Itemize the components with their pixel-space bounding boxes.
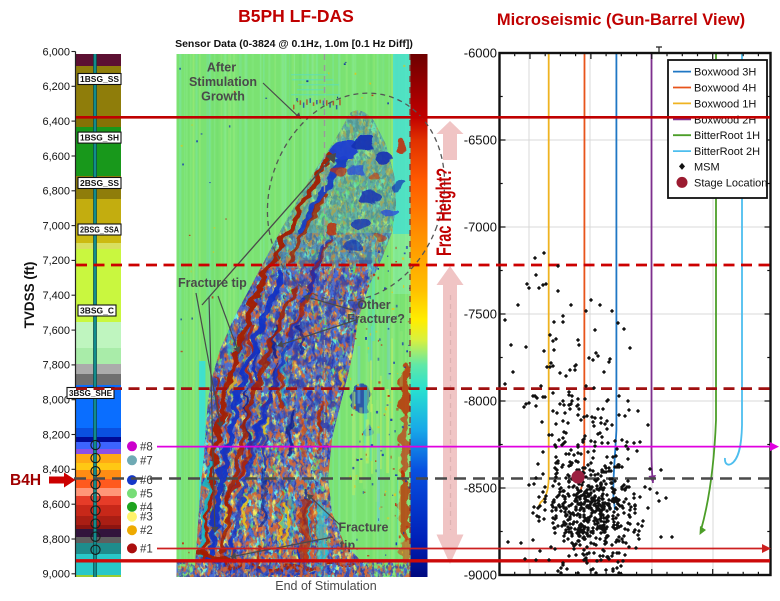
svg-text:7,200: 7,200 — [42, 255, 70, 267]
svg-text:1BSG_SH: 1BSG_SH — [80, 134, 119, 143]
svg-text:#6: #6 — [140, 475, 153, 487]
svg-text:Sensor Data (0-3824 @ 0.1Hz, 1: Sensor Data (0-3824 @ 0.1Hz, 1.0m [0.1 H… — [175, 38, 413, 50]
svg-text:Other: Other — [357, 298, 390, 312]
svg-text:-8500: -8500 — [464, 481, 497, 496]
svg-text:Fracture tip: Fracture tip — [178, 276, 247, 290]
svg-text:Stimulation: Stimulation — [189, 75, 257, 89]
svg-text:Boxwood 3H: Boxwood 3H — [694, 67, 756, 79]
svg-text:B4H: B4H — [10, 472, 41, 489]
svg-text:1BSG_SS: 1BSG_SS — [80, 75, 120, 84]
svg-text:B5PH LF-DAS: B5PH LF-DAS — [238, 6, 354, 26]
svg-text:8,800: 8,800 — [42, 534, 70, 546]
svg-text:-8000: -8000 — [464, 394, 497, 409]
svg-text:Boxwood 4H: Boxwood 4H — [694, 83, 756, 95]
svg-text:Fracture: Fracture — [338, 521, 388, 535]
svg-text:#5: #5 — [140, 488, 153, 500]
svg-text:8,000: 8,000 — [42, 395, 70, 407]
svg-text:#7: #7 — [140, 455, 153, 467]
svg-text:Microseismic (Gun-Barrel View): Microseismic (Gun-Barrel View) — [497, 11, 745, 29]
svg-text:tip: tip — [340, 539, 356, 553]
svg-text:#2: #2 — [140, 525, 153, 537]
svg-text:6,200: 6,200 — [42, 81, 70, 93]
svg-text:-6500: -6500 — [464, 133, 497, 148]
svg-text:-6000: -6000 — [464, 46, 497, 61]
svg-text:8,400: 8,400 — [42, 464, 70, 476]
svg-text:#8: #8 — [140, 441, 153, 453]
svg-text:8,600: 8,600 — [42, 499, 70, 511]
svg-text:Frac Height?: Frac Height? — [433, 168, 456, 256]
svg-text:BitterRoot 2H: BitterRoot 2H — [694, 146, 760, 158]
svg-text:7,000: 7,000 — [42, 220, 70, 232]
svg-text:2BSG_SSA: 2BSG_SSA — [80, 226, 119, 235]
svg-text:-7500: -7500 — [464, 307, 497, 322]
svg-text:2BSG_SS: 2BSG_SS — [80, 179, 120, 188]
svg-text:7,800: 7,800 — [42, 360, 70, 372]
svg-text:TVDSS (ft): TVDSS (ft) — [22, 262, 37, 329]
svg-text:After: After — [207, 61, 236, 75]
svg-text:3BSG_C: 3BSG_C — [80, 307, 114, 316]
svg-text:#3: #3 — [140, 512, 153, 524]
svg-text:Boxwood 1H: Boxwood 1H — [694, 98, 756, 110]
svg-text:7,400: 7,400 — [42, 290, 70, 302]
svg-text:#1: #1 — [140, 543, 153, 555]
svg-text:8,200: 8,200 — [42, 429, 70, 441]
svg-text:MSM: MSM — [694, 161, 720, 173]
svg-text:Growth: Growth — [201, 90, 245, 104]
svg-text:-9000: -9000 — [464, 568, 497, 583]
svg-text:9,000: 9,000 — [42, 569, 70, 581]
svg-text:7,600: 7,600 — [42, 325, 70, 337]
svg-text:6,800: 6,800 — [42, 186, 70, 198]
svg-text:6,000: 6,000 — [42, 46, 70, 58]
svg-text:Fracture?: Fracture? — [347, 312, 405, 326]
svg-text:End of Stimulation: End of Stimulation — [275, 579, 376, 593]
svg-text:-7000: -7000 — [464, 220, 497, 235]
svg-text:6,400: 6,400 — [42, 116, 70, 128]
svg-text:3BSG_SHE: 3BSG_SHE — [69, 389, 113, 398]
svg-text:BitterRoot 1H: BitterRoot 1H — [694, 130, 760, 142]
svg-text:#4: #4 — [140, 502, 153, 514]
svg-text:6,600: 6,600 — [42, 151, 70, 163]
svg-text:Stage Location: Stage Location — [694, 177, 767, 189]
